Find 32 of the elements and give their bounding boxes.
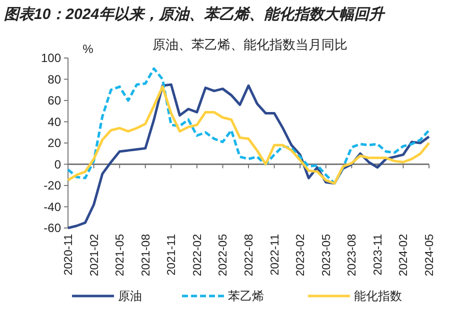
x-tick-label: 2023-02 — [295, 234, 308, 276]
y-tick-label: 40 — [48, 114, 62, 129]
line-series — [66, 67, 430, 185]
x-tick-label: 2023-08 — [346, 234, 359, 276]
x-tick-label: 2022-02 — [192, 234, 204, 276]
x-tick-label: 2024-02 — [398, 234, 410, 276]
y-tick-label: 0 — [54, 157, 62, 172]
chart-title: 图表10：2024年以来，原油、苯乙烯、能化指数大幅回升 — [4, 6, 386, 23]
x-tick-label: 2024-05 — [424, 234, 436, 276]
x-tick-label: 2022-08 — [244, 234, 256, 276]
y-tick-label: 20 — [48, 136, 62, 150]
x-tick-label: 2022-11 — [269, 234, 282, 276]
y-tick-label: 80 — [48, 72, 62, 86]
line-series — [66, 85, 430, 185]
legend-label: 原油 — [118, 289, 142, 303]
x-tick-label: 2021-02 — [88, 234, 101, 276]
legend-label: 苯乙烯 — [228, 289, 264, 303]
x-tick-label: 2020-11 — [63, 234, 75, 276]
x-tick-label: 2022-05 — [218, 234, 230, 276]
chart-subtitle: 原油、苯乙烯、能化指数当月同比 — [152, 37, 348, 52]
y-tick-label: -20 — [44, 178, 62, 192]
y-axis-title: % — [82, 42, 94, 56]
x-tick-label: 2023-05 — [320, 234, 333, 276]
x-tick-label: 2023-11 — [372, 234, 384, 276]
legend-label: 能化指数 — [354, 289, 402, 303]
y-tick-label: -60 — [44, 221, 62, 235]
y-tick-label: 100 — [40, 51, 62, 65]
x-tick-label: 2021-08 — [140, 234, 152, 276]
y-tick-label: -40 — [44, 200, 62, 214]
x-tick-label: 2021-05 — [114, 234, 127, 276]
y-tick-label: 60 — [48, 94, 62, 108]
x-tick-label: 2021-11 — [166, 234, 178, 276]
